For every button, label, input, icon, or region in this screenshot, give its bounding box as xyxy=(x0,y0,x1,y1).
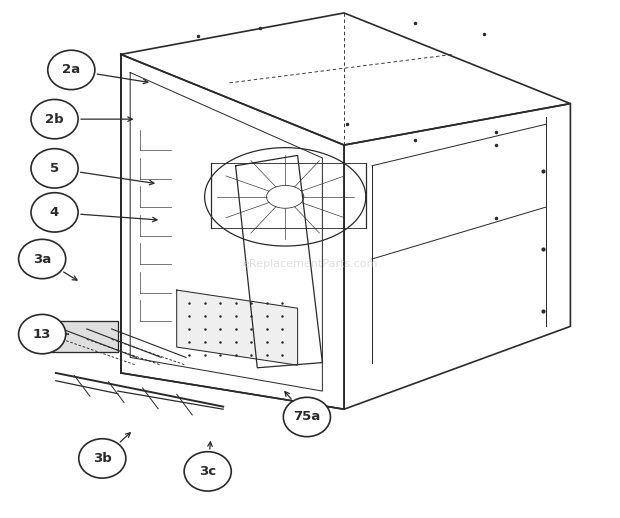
Circle shape xyxy=(19,314,66,354)
Text: eReplacementParts.com: eReplacementParts.com xyxy=(242,259,378,269)
Text: 13: 13 xyxy=(33,327,51,341)
Polygon shape xyxy=(50,321,118,352)
Text: 3c: 3c xyxy=(199,465,216,478)
Circle shape xyxy=(31,193,78,232)
Text: 2b: 2b xyxy=(45,112,64,126)
Circle shape xyxy=(283,397,330,437)
Circle shape xyxy=(31,99,78,139)
Text: 5: 5 xyxy=(50,162,59,175)
Text: 2a: 2a xyxy=(62,63,81,77)
Circle shape xyxy=(31,149,78,188)
Circle shape xyxy=(19,239,66,279)
Text: 75a: 75a xyxy=(293,410,321,424)
Circle shape xyxy=(48,50,95,90)
Text: 3a: 3a xyxy=(33,252,51,266)
Text: 4: 4 xyxy=(50,206,59,219)
Polygon shape xyxy=(177,290,298,365)
Circle shape xyxy=(79,439,126,478)
Circle shape xyxy=(184,452,231,491)
Text: 3b: 3b xyxy=(93,452,112,465)
